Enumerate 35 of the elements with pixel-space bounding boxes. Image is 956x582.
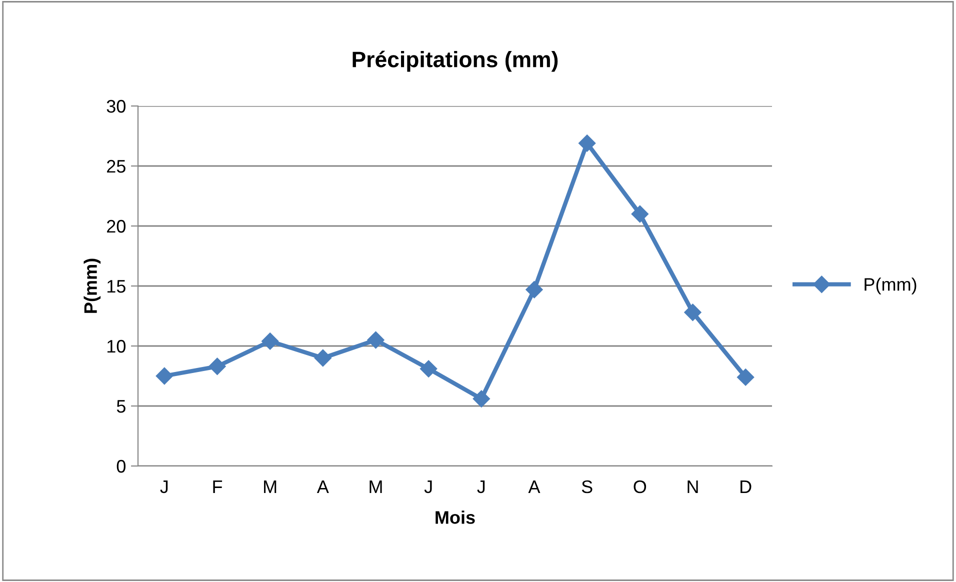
x-tick-label: M	[264, 480, 276, 493]
y-tick-label: 30	[106, 100, 126, 113]
point	[631, 205, 648, 223]
legend-label: P(mm)	[864, 278, 916, 294]
y-tick-label: 5	[116, 400, 126, 413]
y-tick-label: 10	[107, 340, 126, 353]
x-tick-label: M	[370, 480, 382, 493]
point	[420, 360, 438, 378]
y-tick-label: 0	[116, 460, 126, 473]
x-tick-label: J	[424, 480, 432, 494]
point	[472, 390, 490, 408]
x-tick-label: O	[634, 480, 646, 494]
x-tick-label: N	[688, 480, 698, 493]
point	[684, 304, 702, 321]
point	[156, 367, 173, 385]
y-tick-label: 15	[107, 280, 126, 293]
x-tick-label: A	[528, 480, 540, 493]
y-tick-label: 20	[107, 220, 126, 233]
point	[314, 349, 332, 367]
y-tick-label: 25	[107, 160, 126, 173]
y-axis-title: P(mm)	[84, 258, 101, 313]
x-tick-label: S	[582, 480, 592, 494]
point	[737, 368, 754, 386]
chart-title: Précipitations (mm)	[352, 50, 558, 72]
point	[367, 331, 384, 349]
x-tick-label: J	[477, 480, 485, 494]
x-tick-label: F	[213, 480, 222, 493]
point	[526, 281, 543, 298]
point	[262, 332, 279, 350]
x-tick-label: A	[316, 480, 329, 493]
point	[578, 134, 596, 152]
x-tick-label: J	[160, 480, 168, 494]
x-tick-label: D	[740, 480, 752, 493]
point	[208, 358, 226, 375]
x-axis-title: Mois	[436, 510, 475, 524]
